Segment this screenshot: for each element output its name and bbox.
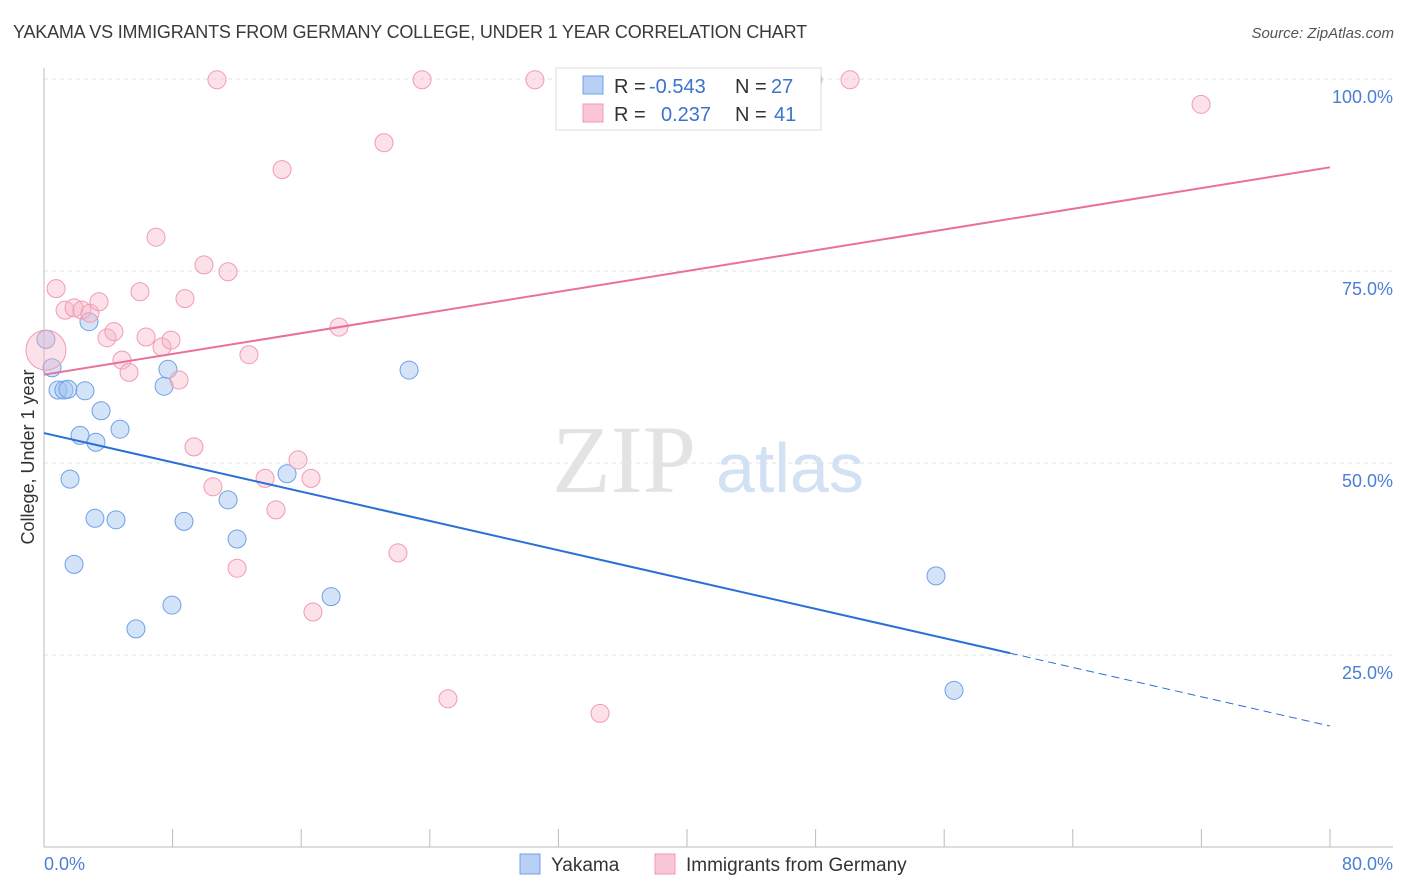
legend-n-germany: 41 xyxy=(774,104,796,126)
legend-swatch-germany xyxy=(582,103,604,123)
legend-n-yakama: 27 xyxy=(771,76,793,98)
yakama-point xyxy=(110,419,130,439)
germany-point xyxy=(272,160,292,180)
germany-point xyxy=(301,468,321,488)
germany-point xyxy=(130,282,150,302)
yakama-point xyxy=(126,619,146,639)
yakama-point xyxy=(91,401,111,421)
germany-point xyxy=(412,70,432,90)
germany-point xyxy=(840,70,860,90)
y-tick-label: 25.0% xyxy=(1342,663,1393,683)
germany-point xyxy=(89,292,109,312)
germany-point xyxy=(438,689,458,709)
legend-r-yakama: -0.543 xyxy=(649,76,706,98)
germany-point xyxy=(218,262,238,282)
y-tick-label: 75.0% xyxy=(1342,279,1393,299)
germany-point xyxy=(169,370,189,390)
germany-trend-line xyxy=(43,166,1331,376)
watermark-zip: ZIP xyxy=(552,406,696,513)
yakama-point xyxy=(64,554,84,574)
germany-point xyxy=(175,289,195,309)
yakama-trend-line xyxy=(43,432,1011,655)
germany-point xyxy=(119,362,139,382)
yakama-point xyxy=(86,432,106,452)
germany-point xyxy=(590,703,610,723)
bottom-legend-swatch-yakama xyxy=(519,853,541,875)
germany-point xyxy=(203,477,223,497)
yakama-point xyxy=(79,312,99,332)
germany-point xyxy=(1191,94,1211,114)
legend-swatch-yakama xyxy=(582,75,604,95)
yakama-point xyxy=(75,381,95,401)
germany-point xyxy=(303,602,323,622)
germany-point xyxy=(374,133,394,153)
germany-point xyxy=(146,227,166,247)
source-label: Source: ZipAtlas.com xyxy=(1251,25,1394,42)
bottom-legend: Yakama Immigrants from Germany xyxy=(519,853,907,876)
germany-point xyxy=(104,322,124,342)
legend-n-label: N = xyxy=(735,104,767,126)
yakama-point xyxy=(60,469,80,489)
germany-point xyxy=(207,70,227,90)
germany-point xyxy=(266,500,286,520)
yakama-point xyxy=(48,380,68,400)
watermark-atlas: atlas xyxy=(716,429,864,507)
yakama-point xyxy=(926,566,946,586)
legend-n-label: N = xyxy=(735,76,767,98)
x-tick-label-min: 0.0% xyxy=(44,854,85,874)
yakama-point xyxy=(399,360,419,380)
y-tick-label: 50.0% xyxy=(1342,471,1393,491)
yakama-point xyxy=(218,490,238,510)
germany-point xyxy=(227,558,247,578)
yakama-point xyxy=(227,529,247,549)
yakama-point xyxy=(58,379,78,399)
yakama-point xyxy=(85,508,105,528)
trend-lines xyxy=(43,166,1331,727)
legend: R = -0.543 N = 27 R = 0.237 N = 41 xyxy=(555,67,822,131)
germany-point xyxy=(25,329,67,371)
germany-point xyxy=(46,279,66,299)
y-tick-labels: 25.0% 50.0% 75.0% 100.0% xyxy=(1332,87,1393,683)
germany-point xyxy=(184,437,204,457)
germany-point xyxy=(161,330,181,350)
bottom-legend-swatch-germany xyxy=(654,853,676,875)
germany-point xyxy=(288,450,308,470)
x-tick-label-max: 80.0% xyxy=(1342,854,1393,874)
germany-point xyxy=(136,327,156,347)
germany-point xyxy=(525,70,545,90)
yakama-point xyxy=(174,511,194,531)
bottom-legend-yakama: Yakama xyxy=(551,855,620,876)
yakama-point xyxy=(106,510,126,530)
y-tick-label: 100.0% xyxy=(1332,87,1393,107)
legend-r-label: R = xyxy=(614,104,646,126)
y-axis-label: College, Under 1 year xyxy=(18,369,38,544)
chart-title: YAKAMA VS IMMIGRANTS FROM GERMANY COLLEG… xyxy=(13,22,807,42)
data-points xyxy=(25,70,1211,723)
yakama-point xyxy=(944,680,964,700)
yakama-point xyxy=(277,464,297,484)
germany-point xyxy=(239,345,259,365)
germany-point xyxy=(194,255,214,275)
yakama-point xyxy=(321,587,341,607)
yakama-point xyxy=(162,595,182,615)
legend-r-germany: 0.237 xyxy=(661,104,711,126)
germany-point xyxy=(388,543,408,563)
yakama-trend-extension xyxy=(1009,652,1331,727)
legend-r-label: R = xyxy=(614,76,646,98)
axes xyxy=(43,68,1393,848)
bottom-legend-germany: Immigrants from Germany xyxy=(686,855,907,876)
